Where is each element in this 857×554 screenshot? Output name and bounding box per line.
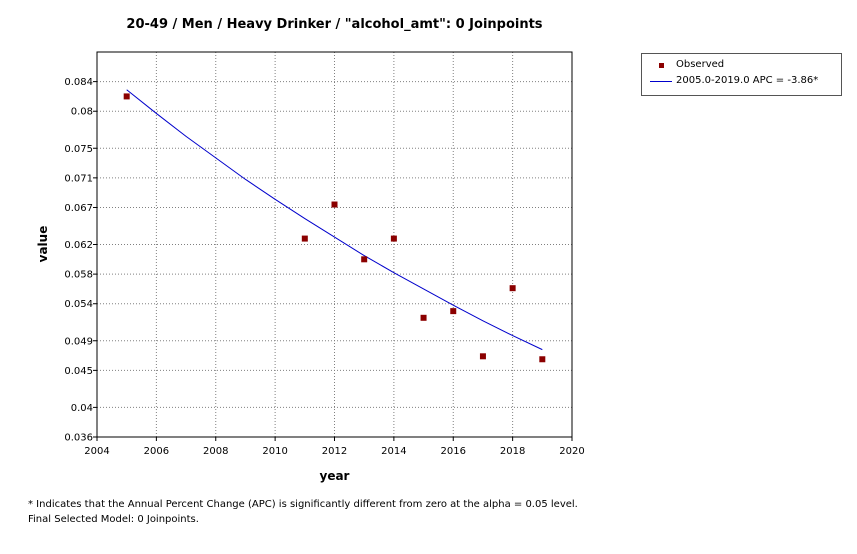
x-tick-label: 2018 [500,446,525,457]
legend-marker-observed [659,63,664,68]
observed-point [301,235,308,242]
x-tick-label: 2016 [441,446,466,457]
observed-point [390,235,397,242]
x-tick-label: 2008 [203,446,228,457]
y-tick-label: 0.084 [64,77,93,88]
y-tick-label: 0.054 [64,299,93,310]
x-tick-label: 2012 [322,446,347,457]
observed-point [420,314,427,321]
x-tick-label: 2004 [84,446,109,457]
observed-point [479,353,486,360]
x-tick-label: 2006 [144,446,169,457]
legend-line-apc [650,81,672,82]
observed-point [331,201,338,208]
apc-trend-line [126,89,543,351]
tick-layer: 2004 2006 2008 2010 2012 2014 2016 2018 2020 0.03… [64,77,584,457]
footnote-apc-significance: * Indicates that the Annual Percent Chan… [28,499,578,510]
series-layer [123,89,546,363]
y-tick-label: 0.075 [64,144,93,155]
observed-point [509,285,516,292]
y-tick-label: 0.049 [64,336,93,347]
y-tick-label: 0.058 [64,270,93,281]
x-tick-label: 2010 [262,446,287,457]
y-tick-label: 0.08 [71,107,93,118]
x-tick-label: 2014 [381,446,406,457]
y-tick-label: 0.04 [71,403,93,414]
legend-label-observed: Observed [676,59,725,70]
footnotes: * Indicates that the Annual Percent Chan… [28,497,578,527]
x-axis-title: year [320,469,350,483]
y-axis-title: value [36,226,50,263]
footnote-final-model: Final Selected Model: 0 Joinpoints. [28,514,199,525]
y-tick-label: 0.067 [64,203,93,214]
legend: Observed 2005.0-2019.0 APC = -3.86* [641,53,842,96]
chart-title: 20-49 / Men / Heavy Drinker / "alcohol_a… [126,17,543,32]
observed-point [450,308,457,315]
observed-point [361,256,368,263]
y-tick-label: 0.062 [64,240,93,251]
y-tick-label: 0.045 [64,366,93,377]
y-tick-label: 0.036 [64,433,93,444]
observed-point [539,356,546,363]
legend-label-apc: 2005.0-2019.0 APC = -3.86* [676,75,819,86]
observed-point [123,93,130,100]
x-tick-label: 2020 [559,446,584,457]
y-tick-label: 0.071 [64,173,93,184]
